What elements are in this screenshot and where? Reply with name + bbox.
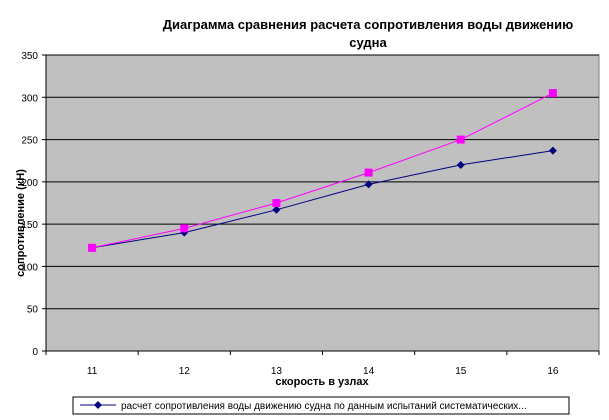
series-2-line — [91, 92, 554, 249]
series-2-point-15 — [456, 135, 465, 144]
gridlines — [46, 54, 599, 310]
y-axis-label: сопротивление (кН) — [15, 169, 27, 277]
series-1-line — [92, 150, 553, 249]
series-1-point-13 — [272, 205, 281, 214]
legend: расчет сопротивления воды движению судна… — [72, 396, 570, 415]
series-1-point-16 — [548, 146, 557, 155]
x-axis-ticks: 11 12 13 14 15 16 — [45, 351, 600, 377]
x-axis-label: скорость в узлах — [275, 376, 369, 388]
y-tick-label-50: 50 — [27, 305, 39, 316]
series-2-point-11 — [88, 243, 97, 252]
y-tick-label-150: 150 — [21, 220, 38, 231]
x-tick-label-14: 14 — [363, 366, 375, 377]
series-2-point-13 — [272, 199, 281, 207]
y-tick-label-300: 300 — [21, 93, 38, 104]
x-tick-label-13: 13 — [271, 366, 283, 377]
legend-series-1-label: расчет сопротивления воды движению судна… — [121, 401, 527, 412]
series-2-point-12 — [180, 224, 189, 233]
series-1-point-15 — [456, 160, 465, 169]
legend-box — [72, 396, 570, 415]
series-layer — [88, 89, 557, 252]
chart-title-line-2: судна — [349, 35, 387, 50]
series-2-point-14 — [364, 168, 373, 177]
x-tick-label-11: 11 — [87, 366, 98, 377]
x-tick-label-12: 12 — [179, 366, 191, 377]
y-axis-ticks: 0 50 100 150 200 250 300 350 — [21, 51, 46, 358]
chart-title-line-1: Диаграмма сравнения расчета сопротивлени… — [163, 17, 574, 32]
y-tick-label-200: 200 — [21, 178, 38, 189]
plot-area — [45, 54, 600, 352]
y-tick-label-100: 100 — [21, 262, 38, 273]
x-tick-label-15: 15 — [455, 366, 467, 377]
y-tick-label-0: 0 — [32, 347, 38, 358]
legend-series-1-marker — [94, 401, 102, 409]
series-1-point-14 — [364, 180, 373, 189]
series-2-point-16 — [548, 89, 557, 98]
x-tick-label-16: 16 — [547, 366, 559, 377]
y-tick-label-350: 350 — [21, 51, 38, 62]
y-tick-label-250: 250 — [21, 136, 38, 147]
